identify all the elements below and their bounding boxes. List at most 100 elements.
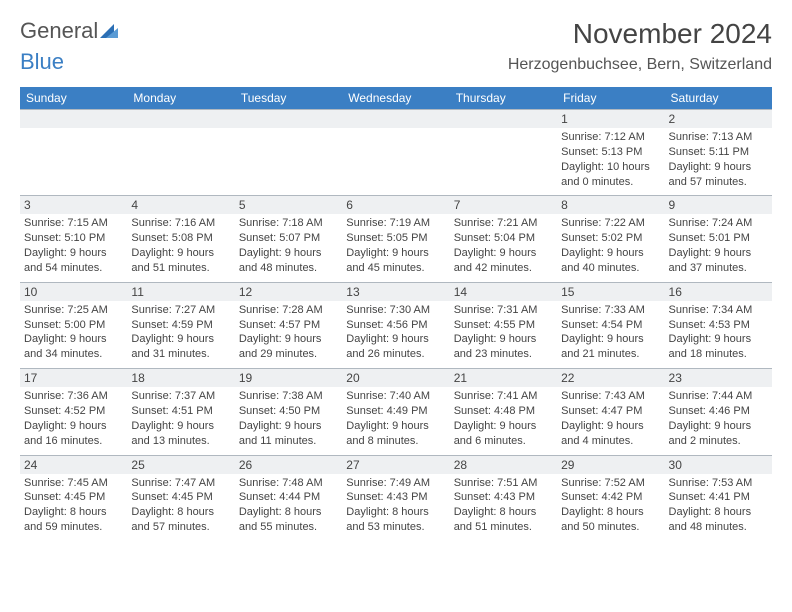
daylight2-text: and 57 minutes. <box>669 175 768 190</box>
header: General Blue November 2024 Herzogenbuchs… <box>20 18 772 75</box>
sunset-text: Sunset: 4:46 PM <box>669 404 768 419</box>
daylight1-text: Daylight: 9 hours <box>131 332 230 347</box>
sunset-text: Sunset: 4:53 PM <box>669 318 768 333</box>
sunset-text: Sunset: 4:55 PM <box>454 318 553 333</box>
daylight1-text: Daylight: 9 hours <box>131 419 230 434</box>
daylight2-text: and 55 minutes. <box>239 520 338 535</box>
daylight2-text: and 21 minutes. <box>561 347 660 362</box>
logo: General Blue <box>20 18 118 75</box>
day-number: 23 <box>665 369 772 387</box>
daylight1-text: Daylight: 9 hours <box>669 160 768 175</box>
calendar-day: 4Sunrise: 7:16 AMSunset: 5:08 PMDaylight… <box>127 196 234 282</box>
sunset-text: Sunset: 4:56 PM <box>346 318 445 333</box>
calendar-day <box>127 110 234 196</box>
daylight2-text: and 11 minutes. <box>239 434 338 449</box>
location-text: Herzogenbuchsee, Bern, Switzerland <box>508 56 772 74</box>
sunset-text: Sunset: 4:42 PM <box>561 490 660 505</box>
weekday-header-row: Sunday Monday Tuesday Wednesday Thursday… <box>20 87 772 110</box>
calendar-day: 17Sunrise: 7:36 AMSunset: 4:52 PMDayligh… <box>20 369 127 455</box>
day-number: 3 <box>20 196 127 214</box>
calendar-day <box>342 110 449 196</box>
day-number: 18 <box>127 369 234 387</box>
calendar-table: Sunday Monday Tuesday Wednesday Thursday… <box>20 87 772 541</box>
day-number: 7 <box>450 196 557 214</box>
calendar-day: 14Sunrise: 7:31 AMSunset: 4:55 PMDayligh… <box>450 282 557 368</box>
daylight2-text: and 4 minutes. <box>561 434 660 449</box>
calendar-day: 3Sunrise: 7:15 AMSunset: 5:10 PMDaylight… <box>20 196 127 282</box>
daylight2-text: and 53 minutes. <box>346 520 445 535</box>
day-number: 30 <box>665 456 772 474</box>
weekday-sunday: Sunday <box>20 87 127 110</box>
day-number: 5 <box>235 196 342 214</box>
daylight2-text: and 57 minutes. <box>131 520 230 535</box>
calendar-day: 7Sunrise: 7:21 AMSunset: 5:04 PMDaylight… <box>450 196 557 282</box>
calendar-day: 12Sunrise: 7:28 AMSunset: 4:57 PMDayligh… <box>235 282 342 368</box>
daylight2-text: and 45 minutes. <box>346 261 445 276</box>
logo-text-blue: Blue <box>20 49 64 74</box>
day-number: 21 <box>450 369 557 387</box>
daylight1-text: Daylight: 9 hours <box>346 419 445 434</box>
sunset-text: Sunset: 4:45 PM <box>131 490 230 505</box>
day-number-empty <box>235 110 342 128</box>
day-number-empty <box>127 110 234 128</box>
daylight1-text: Daylight: 8 hours <box>669 505 768 520</box>
sunset-text: Sunset: 5:11 PM <box>669 145 768 160</box>
sunrise-text: Sunrise: 7:13 AM <box>669 130 768 145</box>
daylight2-text: and 2 minutes. <box>669 434 768 449</box>
day-number: 11 <box>127 283 234 301</box>
day-number: 29 <box>557 456 664 474</box>
daylight1-text: Daylight: 9 hours <box>239 246 338 261</box>
sunrise-text: Sunrise: 7:16 AM <box>131 216 230 231</box>
calendar-day: 1Sunrise: 7:12 AMSunset: 5:13 PMDaylight… <box>557 110 664 196</box>
daylight2-text: and 29 minutes. <box>239 347 338 362</box>
calendar-day: 19Sunrise: 7:38 AMSunset: 4:50 PMDayligh… <box>235 369 342 455</box>
calendar-day: 11Sunrise: 7:27 AMSunset: 4:59 PMDayligh… <box>127 282 234 368</box>
sunrise-text: Sunrise: 7:21 AM <box>454 216 553 231</box>
daylight1-text: Daylight: 9 hours <box>669 246 768 261</box>
weekday-monday: Monday <box>127 87 234 110</box>
day-number: 15 <box>557 283 664 301</box>
daylight1-text: Daylight: 10 hours <box>561 160 660 175</box>
calendar-day <box>235 110 342 196</box>
sunset-text: Sunset: 4:51 PM <box>131 404 230 419</box>
daylight1-text: Daylight: 8 hours <box>24 505 123 520</box>
sunset-text: Sunset: 4:47 PM <box>561 404 660 419</box>
calendar-week: 24Sunrise: 7:45 AMSunset: 4:45 PMDayligh… <box>20 455 772 541</box>
daylight2-text: and 31 minutes. <box>131 347 230 362</box>
day-number: 10 <box>20 283 127 301</box>
sunrise-text: Sunrise: 7:47 AM <box>131 476 230 491</box>
sunrise-text: Sunrise: 7:44 AM <box>669 389 768 404</box>
calendar-day: 29Sunrise: 7:52 AMSunset: 4:42 PMDayligh… <box>557 455 664 541</box>
daylight1-text: Daylight: 9 hours <box>131 246 230 261</box>
daylight2-text: and 54 minutes. <box>24 261 123 276</box>
sunrise-text: Sunrise: 7:53 AM <box>669 476 768 491</box>
daylight2-text: and 59 minutes. <box>24 520 123 535</box>
sunset-text: Sunset: 5:13 PM <box>561 145 660 160</box>
sunset-text: Sunset: 5:08 PM <box>131 231 230 246</box>
sunrise-text: Sunrise: 7:43 AM <box>561 389 660 404</box>
daylight2-text: and 18 minutes. <box>669 347 768 362</box>
daylight1-text: Daylight: 8 hours <box>454 505 553 520</box>
sunrise-text: Sunrise: 7:40 AM <box>346 389 445 404</box>
daylight2-text: and 13 minutes. <box>131 434 230 449</box>
sunset-text: Sunset: 5:05 PM <box>346 231 445 246</box>
calendar-week: 17Sunrise: 7:36 AMSunset: 4:52 PMDayligh… <box>20 369 772 455</box>
day-number: 22 <box>557 369 664 387</box>
day-number-empty <box>20 110 127 128</box>
sunset-text: Sunset: 5:07 PM <box>239 231 338 246</box>
sunset-text: Sunset: 4:52 PM <box>24 404 123 419</box>
daylight1-text: Daylight: 8 hours <box>131 505 230 520</box>
daylight2-text: and 26 minutes. <box>346 347 445 362</box>
daylight2-text: and 37 minutes. <box>669 261 768 276</box>
calendar-day: 18Sunrise: 7:37 AMSunset: 4:51 PMDayligh… <box>127 369 234 455</box>
day-number: 26 <box>235 456 342 474</box>
sunset-text: Sunset: 4:54 PM <box>561 318 660 333</box>
daylight1-text: Daylight: 9 hours <box>454 419 553 434</box>
sunset-text: Sunset: 5:00 PM <box>24 318 123 333</box>
daylight1-text: Daylight: 8 hours <box>346 505 445 520</box>
sunrise-text: Sunrise: 7:38 AM <box>239 389 338 404</box>
day-number: 19 <box>235 369 342 387</box>
calendar-day: 27Sunrise: 7:49 AMSunset: 4:43 PMDayligh… <box>342 455 449 541</box>
day-number: 12 <box>235 283 342 301</box>
sunrise-text: Sunrise: 7:49 AM <box>346 476 445 491</box>
